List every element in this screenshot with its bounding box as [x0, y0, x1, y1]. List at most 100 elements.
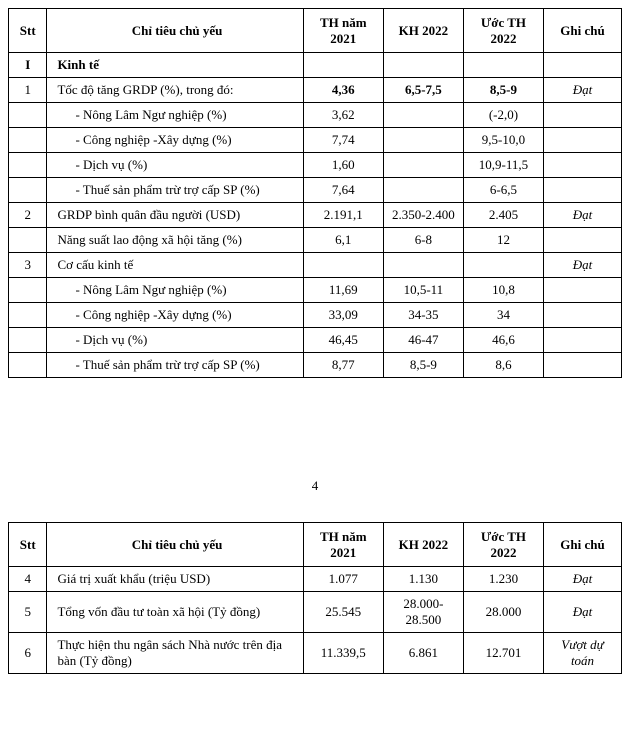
cell-uoc-2022: 6-6,5 — [463, 178, 543, 203]
cell-note: Đạt — [544, 253, 622, 278]
cell-stt — [9, 353, 47, 378]
cell-kh-2022 — [383, 178, 463, 203]
cell-stt — [9, 153, 47, 178]
table-row: 3Cơ cấu kinh tế Đạt — [9, 253, 622, 278]
cell-indicator-name: Tổng vốn đầu tư toàn xã hội (Tỷ đồng) — [47, 592, 303, 633]
cell-stt: 1 — [9, 78, 47, 103]
table-row: Năng suất lao động xã hội tăng (%)6,16-8… — [9, 228, 622, 253]
cell-th-2021 — [303, 53, 383, 78]
cell-th-2021: 6,1 — [303, 228, 383, 253]
cell-uoc-2022 — [463, 53, 543, 78]
cell-indicator-name: Tốc độ tăng GRDP (%), trong đó: — [47, 78, 303, 103]
cell-uoc-2022: 34 — [463, 303, 543, 328]
cell-kh-2022: 34-35 — [383, 303, 463, 328]
cell-uoc-2022: 8,6 — [463, 353, 543, 378]
table-row: 2GRDP bình quân đầu người (USD)2.191,1 2.… — [9, 203, 622, 228]
cell-uoc-2022: 8,5-9 — [463, 78, 543, 103]
cell-th-2021: 2.191,1 — [303, 203, 383, 228]
cell-note — [544, 278, 622, 303]
cell-note: Vượt dự toán — [544, 633, 622, 674]
cell-indicator-name: Năng suất lao động xã hội tăng (%) — [47, 228, 303, 253]
cell-note: Đạt — [544, 592, 622, 633]
cell-kh-2022: 10,5-11 — [383, 278, 463, 303]
cell-stt: I — [9, 53, 47, 78]
col-note: Ghi chú — [544, 523, 622, 567]
cell-kh-2022 — [383, 103, 463, 128]
col-stt: Stt — [9, 9, 47, 53]
cell-stt — [9, 128, 47, 153]
cell-uoc-2022: 46,6 — [463, 328, 543, 353]
cell-uoc-2022: 2.405 — [463, 203, 543, 228]
cell-uoc-2022: 10,9-11,5 — [463, 153, 543, 178]
cell-kh-2022: 8,5-9 — [383, 353, 463, 378]
cell-note: Đạt — [544, 567, 622, 592]
table-row: - Công nghiệp -Xây dựng (%)7,749,5-10,0 — [9, 128, 622, 153]
cell-kh-2022 — [383, 153, 463, 178]
col-kh: KH 2022 — [383, 523, 463, 567]
cell-kh-2022 — [383, 128, 463, 153]
cell-th-2021: 4,36 — [303, 78, 383, 103]
cell-uoc-2022: 28.000 — [463, 592, 543, 633]
cell-stt — [9, 303, 47, 328]
cell-indicator-name: Cơ cấu kinh tế — [47, 253, 303, 278]
col-note: Ghi chú — [544, 9, 622, 53]
col-kh: KH 2022 — [383, 9, 463, 53]
cell-th-2021 — [303, 253, 383, 278]
cell-indicator-name: - Công nghiệp -Xây dựng (%) — [47, 303, 303, 328]
cell-th-2021: 46,45 — [303, 328, 383, 353]
cell-kh-2022: 46-47 — [383, 328, 463, 353]
cell-indicator-name: - Nông Lâm Ngư nghiệp (%) — [47, 278, 303, 303]
table-header-row: Stt Chỉ tiêu chủ yếu TH năm 2021 KH 2022… — [9, 523, 622, 567]
cell-uoc-2022 — [463, 253, 543, 278]
cell-note — [544, 353, 622, 378]
cell-note — [544, 178, 622, 203]
cell-th-2021: 1,60 — [303, 153, 383, 178]
table-row: 6Thực hiện thu ngân sách Nhà nước trên đ… — [9, 633, 622, 674]
cell-note: Đạt — [544, 203, 622, 228]
cell-indicator-name: Kinh tế — [47, 53, 303, 78]
cell-stt — [9, 103, 47, 128]
cell-kh-2022 — [383, 53, 463, 78]
cell-kh-2022: 6-8 — [383, 228, 463, 253]
cell-note — [544, 303, 622, 328]
cell-stt — [9, 178, 47, 203]
col-uoc: Ước TH 2022 — [463, 9, 543, 53]
table-header-row: Stt Chỉ tiêu chủ yếu TH năm 2021 KH 2022… — [9, 9, 622, 53]
cell-kh-2022: 6.861 — [383, 633, 463, 674]
cell-indicator-name: - Nông Lâm Ngư nghiệp (%) — [47, 103, 303, 128]
cell-th-2021: 11.339,5 — [303, 633, 383, 674]
cell-stt: 3 — [9, 253, 47, 278]
cell-th-2021: 11,69 — [303, 278, 383, 303]
table-row: - Nông Lâm Ngư nghiệp (%)11,6910,5-1110,… — [9, 278, 622, 303]
cell-stt: 4 — [9, 567, 47, 592]
cell-note: Đạt — [544, 78, 622, 103]
table-row: - Dịch vụ (%)1,60 10,9-11,5 — [9, 153, 622, 178]
cell-th-2021: 1.077 — [303, 567, 383, 592]
cell-uoc-2022: 12 — [463, 228, 543, 253]
table-row: 5Tổng vốn đầu tư toàn xã hội (Tỷ đồng)25… — [9, 592, 622, 633]
cell-indicator-name: - Thuế sản phẩm trừ trợ cấp SP (%) — [47, 178, 303, 203]
table-row: 1Tốc độ tăng GRDP (%), trong đó:4,366,5-… — [9, 78, 622, 103]
cell-stt: 2 — [9, 203, 47, 228]
cell-indicator-name: - Dịch vụ (%) — [47, 153, 303, 178]
cell-uoc-2022: 10,8 — [463, 278, 543, 303]
cell-note — [544, 153, 622, 178]
cell-kh-2022: 6,5-7,5 — [383, 78, 463, 103]
cell-indicator-name: - Dịch vụ (%) — [47, 328, 303, 353]
cell-uoc-2022: 12.701 — [463, 633, 543, 674]
table-row: - Thuế sản phẩm trừ trợ cấp SP (%)8,778,… — [9, 353, 622, 378]
cell-kh-2022: 28.000-28.500 — [383, 592, 463, 633]
cell-th-2021: 7,64 — [303, 178, 383, 203]
cell-stt — [9, 278, 47, 303]
cell-stt: 6 — [9, 633, 47, 674]
cell-th-2021: 33,09 — [303, 303, 383, 328]
cell-stt — [9, 328, 47, 353]
cell-note — [544, 103, 622, 128]
cell-note — [544, 53, 622, 78]
cell-kh-2022: 1.130 — [383, 567, 463, 592]
cell-stt: 5 — [9, 592, 47, 633]
cell-indicator-name: GRDP bình quân đầu người (USD) — [47, 203, 303, 228]
cell-uoc-2022: (-2,0) — [463, 103, 543, 128]
table-row: - Công nghiệp -Xây dựng (%)33,0934-3534 — [9, 303, 622, 328]
cell-th-2021: 7,74 — [303, 128, 383, 153]
